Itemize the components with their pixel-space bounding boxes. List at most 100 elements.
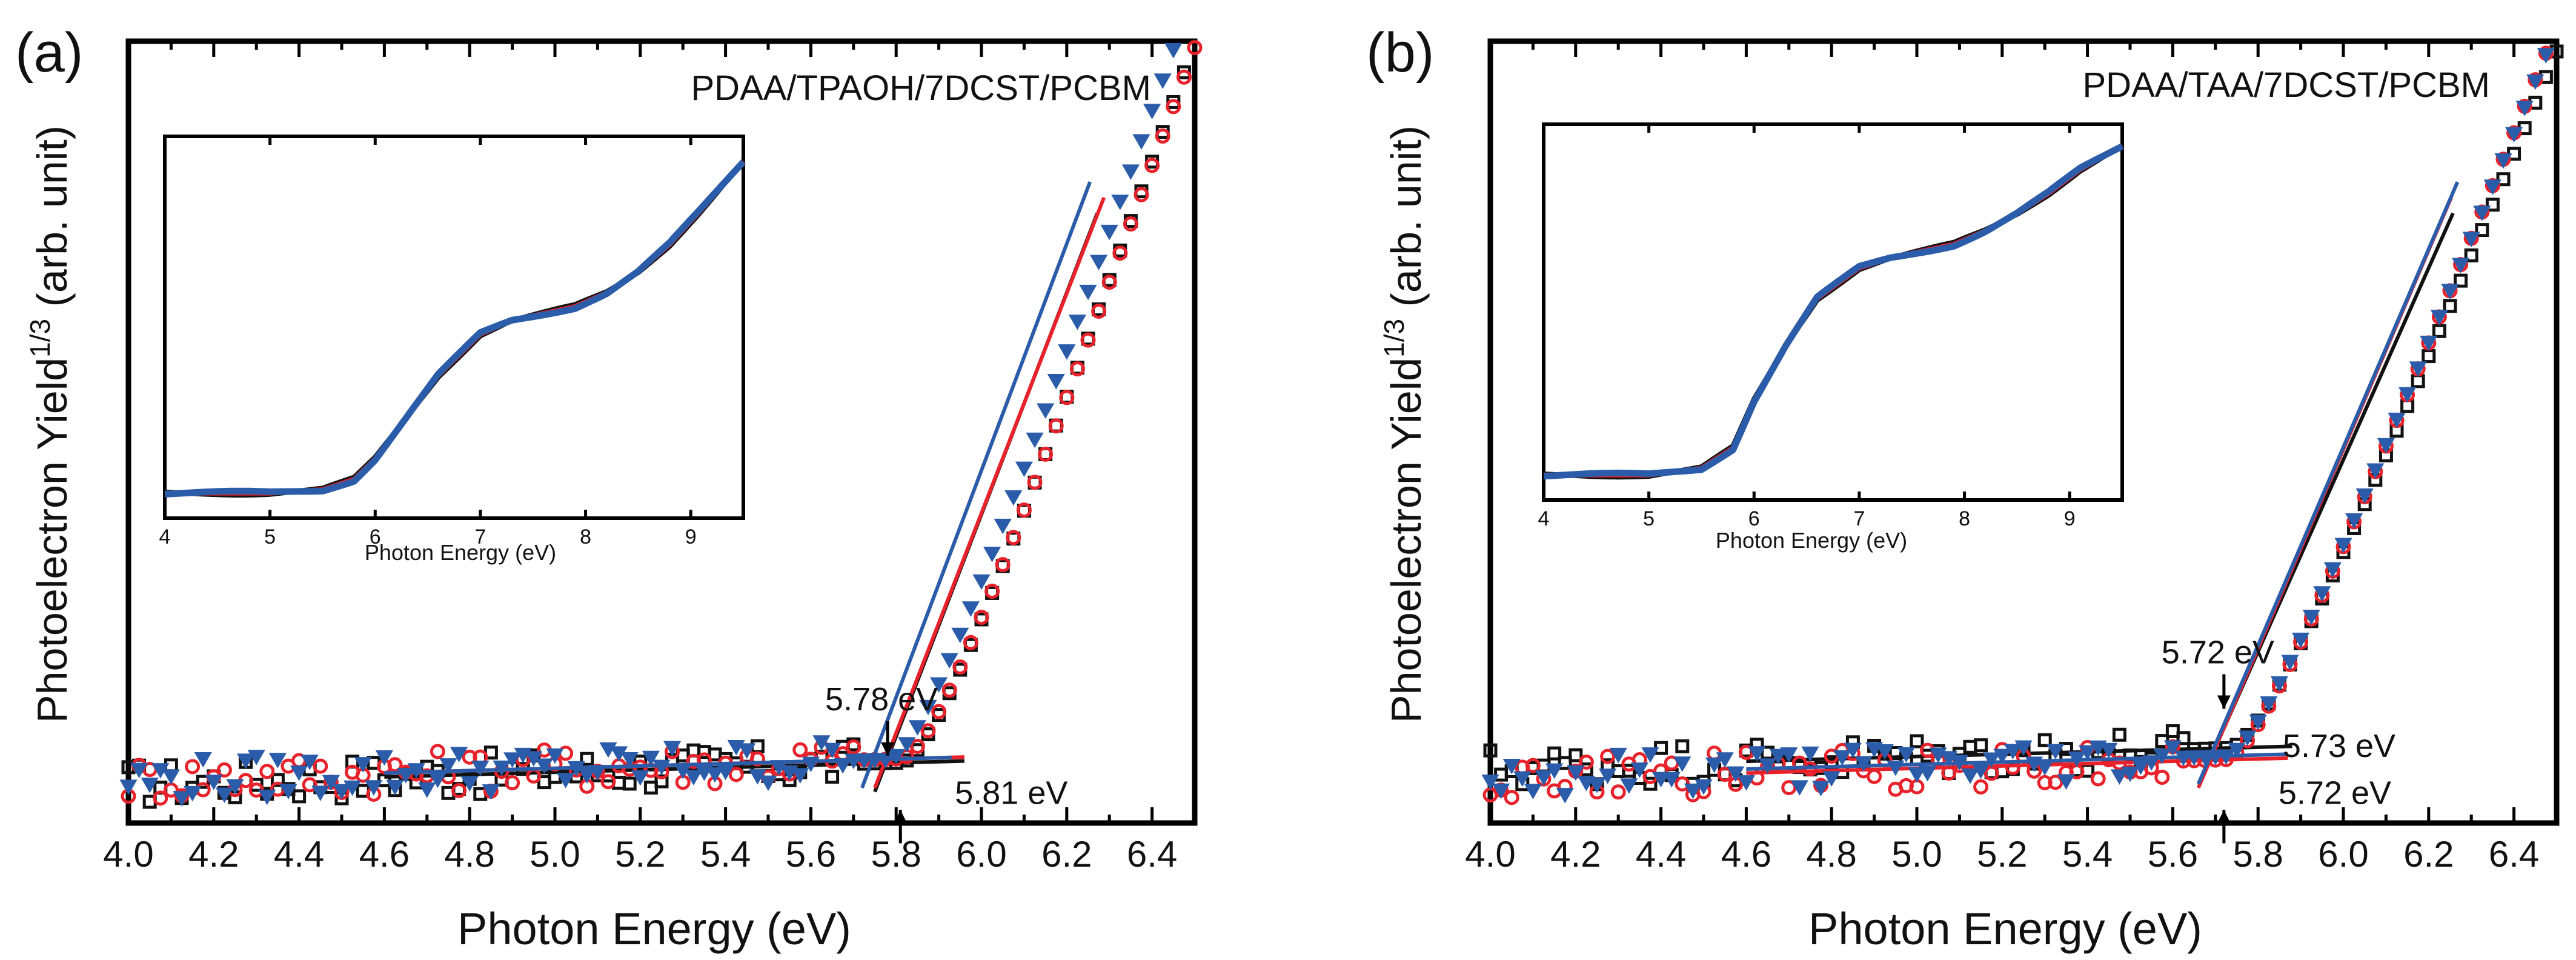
x-tick-label: 5.0 <box>1891 834 1942 875</box>
data-point-triangle <box>525 751 543 767</box>
series-triangle <box>1481 48 2555 804</box>
data-point-triangle <box>1599 768 1617 784</box>
data-point-triangle <box>2292 632 2310 648</box>
data-point-triangle <box>2441 284 2459 299</box>
x-tick-label: 6.0 <box>2318 834 2368 875</box>
data-point-triangle <box>1822 771 1841 787</box>
data-point-triangle <box>1015 461 1033 478</box>
data-point-circle <box>728 767 744 782</box>
data-point-circle <box>792 742 808 758</box>
x-axis-label-b: Photon Energy (eV) <box>1808 904 2202 954</box>
inset-x-label-b: Photon Energy (eV) <box>1716 528 1907 553</box>
x-tick-label: 5.0 <box>529 834 580 875</box>
inset-x-tick-label: 5 <box>264 525 276 548</box>
data-point-triangle <box>1961 768 1979 784</box>
data-point-square <box>2443 299 2457 313</box>
data-point-triangle <box>2473 205 2491 221</box>
data-point-triangle <box>503 752 522 768</box>
data-point-triangle <box>322 775 340 791</box>
data-point-triangle <box>898 737 916 753</box>
x-tick-label: 4.4 <box>274 834 324 875</box>
x-tick-label: 5.8 <box>871 834 921 875</box>
data-point-triangle <box>1695 779 1713 795</box>
data-point-triangle <box>2163 740 2182 756</box>
data-point-triangle <box>482 784 500 800</box>
data-point-triangle <box>375 750 393 766</box>
data-point-triangle <box>961 601 980 617</box>
data-point-circle <box>313 758 328 774</box>
data-point-triangle <box>2260 696 2278 712</box>
data-point-circle <box>920 723 936 739</box>
x-tick-label: 5.2 <box>1977 834 2027 875</box>
data-point-triangle <box>386 779 404 796</box>
title-b: PDAA/TAA/7DCST/PCBM <box>2083 65 2491 105</box>
annotation-arrowhead <box>894 810 908 824</box>
data-point-circle <box>974 610 989 625</box>
data-point-triangle <box>1121 164 1140 180</box>
data-point-triangle <box>1079 284 1097 301</box>
data-point-circle <box>1166 99 1181 115</box>
x-tick-label: 5.2 <box>615 834 665 875</box>
data-point-triangle <box>2388 412 2406 428</box>
data-point-triangle <box>2345 513 2363 529</box>
data-point-circle <box>216 762 232 778</box>
data-point-triangle <box>344 780 362 796</box>
x-tick-label: 4.8 <box>1806 834 1856 875</box>
data-point-triangle <box>1716 752 1734 768</box>
data-point-circle <box>1069 361 1085 377</box>
data-point-circle <box>909 739 925 755</box>
data-point-triangle <box>1908 767 1926 783</box>
data-point-triangle <box>2430 310 2448 325</box>
data-point-square <box>1675 739 1690 753</box>
data-point-circle <box>1144 158 1160 173</box>
data-point-circle <box>2048 775 2063 790</box>
data-point-triangle <box>1684 783 1702 799</box>
x-tick-label: 4.2 <box>188 834 239 875</box>
data-point-square <box>1547 746 1562 761</box>
x-tick-label: 4.6 <box>359 834 410 875</box>
data-point-square <box>2112 727 2126 742</box>
inset-x-tick-label: 7 <box>474 525 486 548</box>
data-point-triangle <box>1058 344 1076 360</box>
data-point-circle <box>1504 790 1519 805</box>
inset-x-tick-label: 8 <box>580 525 591 548</box>
data-point-triangle <box>759 775 777 792</box>
data-point-triangle <box>2323 562 2342 578</box>
annotation-arrowhead <box>881 742 895 756</box>
data-point-triangle <box>1164 42 1183 59</box>
data-point-triangle <box>2515 101 2534 116</box>
x-tick-label: 6.4 <box>2489 834 2539 875</box>
data-point-triangle <box>1513 771 1532 787</box>
data-point-circle <box>1112 245 1128 261</box>
data-point-triangle <box>2239 730 2257 746</box>
data-point-triangle <box>1620 778 1638 794</box>
data-point-triangle <box>215 787 233 804</box>
data-point-circle <box>1867 768 1882 784</box>
data-point-triangle <box>2270 676 2288 692</box>
inset-x-tick-label: 4 <box>159 525 171 548</box>
data-point-triangle <box>1609 747 1627 764</box>
inset-frame <box>1542 122 2124 502</box>
data-point-triangle <box>1662 772 1681 788</box>
panel-a: (a) PDAA/TPAOH/7DCST/PCBM Photoelectron … <box>15 22 1203 954</box>
annotation-label: 5.73 eV <box>2283 728 2395 764</box>
data-point-square <box>1569 748 1583 762</box>
data-point-circle <box>1016 502 1032 518</box>
data-point-triangle <box>1100 224 1118 241</box>
data-point-triangle <box>930 677 948 693</box>
data-point-circle <box>430 744 445 759</box>
inset-x-tick-label: 8 <box>1959 507 1970 530</box>
x-tick-label: 5.4 <box>2062 834 2113 875</box>
data-point-circle <box>749 751 765 767</box>
x-tick-label: 6.2 <box>1041 834 1092 875</box>
data-point-triangle <box>493 760 511 776</box>
data-point-triangle <box>717 764 735 781</box>
data-point-circle <box>1187 40 1203 56</box>
annotation-label: 5.81 eV <box>955 775 1067 811</box>
x-tick-label: 5.8 <box>2232 834 2283 875</box>
data-point-triangle <box>2366 463 2385 479</box>
data-point-triangle <box>1876 744 1894 760</box>
data-point-triangle <box>1780 747 1798 763</box>
inset-curve <box>1543 143 2124 480</box>
